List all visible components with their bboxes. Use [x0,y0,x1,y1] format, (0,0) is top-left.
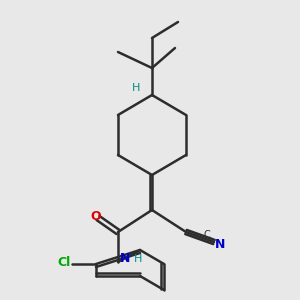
Text: N: N [120,251,130,265]
Text: H: H [132,83,140,93]
Text: O: O [91,211,101,224]
Text: C: C [204,230,210,240]
Text: Cl: Cl [57,256,70,268]
Text: H: H [134,254,142,264]
Text: N: N [215,238,225,250]
